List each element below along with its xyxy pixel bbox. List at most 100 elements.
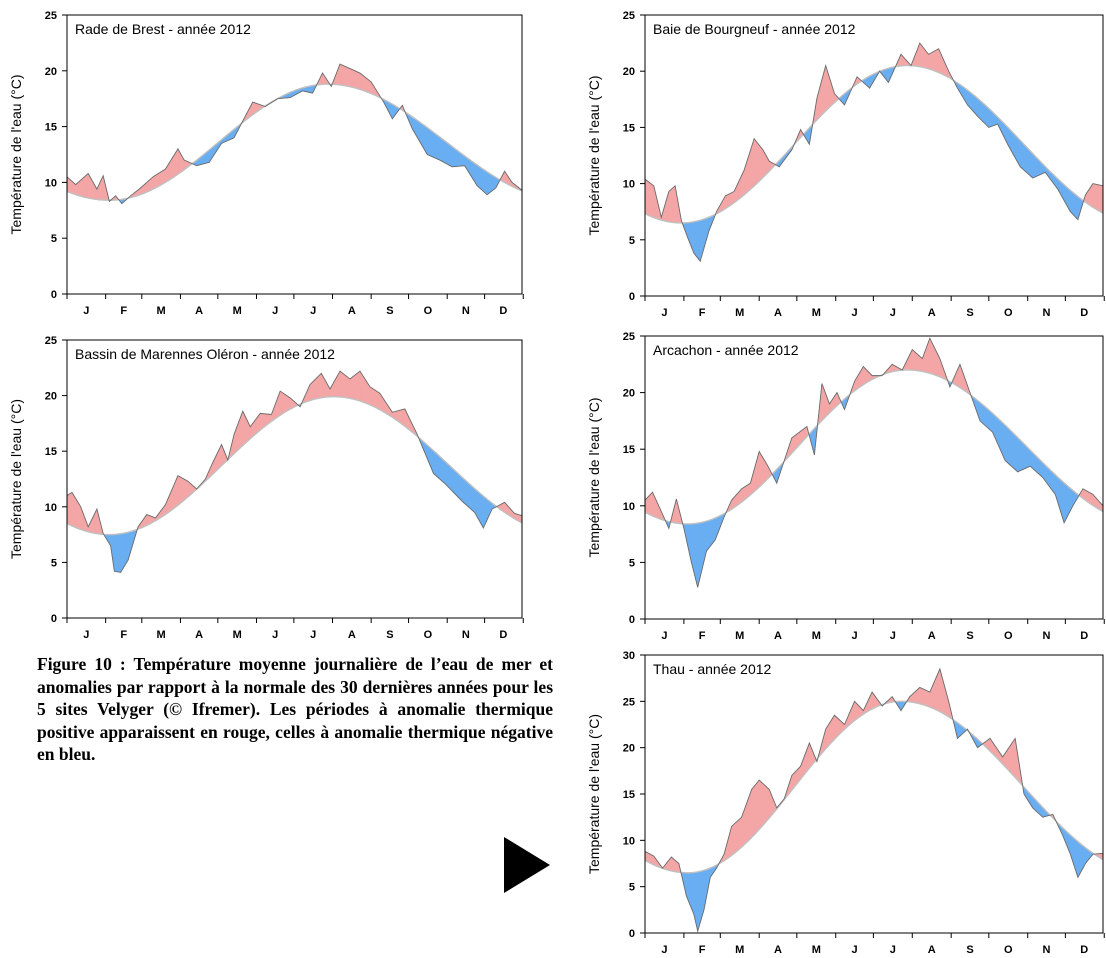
chart-thau: 0 5 10 15 20 25 30 J F M A M J J A S O N D Température de l… [586,650,1105,956]
month-label: N [462,305,470,317]
month-label: S [386,305,393,317]
y-tick-label: 25 [623,696,635,708]
chart-title: Baie de Bourgneuf - année 2012 [653,21,856,37]
month-label: A [928,307,936,319]
chart-title: Arcachon - année 2012 [653,342,799,358]
month-label: F [699,944,706,956]
normal-curve [644,700,1104,874]
observed-temperature-line [644,337,1104,588]
chart-title: Rade de Brest - année 2012 [75,21,251,37]
month-label: M [233,305,242,317]
y-tick-label: 0 [51,613,57,625]
month-label: A [774,944,782,956]
month-label: A [195,629,203,641]
month-label: D [499,305,507,317]
observed-temperature-line [644,42,1104,263]
y-tick-label: 25 [45,10,57,22]
month-label: O [424,305,433,317]
y-axis-label: Température de l'eau (°C) [8,399,24,559]
y-tick-label: 25 [45,335,57,347]
month-label: A [774,630,782,642]
month-label: J [890,630,896,642]
plot-frame [644,335,1104,620]
month-label: A [774,307,782,319]
normal-curve [66,396,523,536]
month-label: M [735,944,744,956]
month-label: J [272,629,278,641]
chart-bassin-de-marennes-oleron: 0 5 10 15 20 25 J F M A M J J A S O N D Température de l'e… [8,335,524,641]
month-label: J [851,630,857,642]
anomaly-areas [644,42,1104,263]
y-tick-label: 0 [629,291,635,303]
month-label: S [966,630,973,642]
month-label: J [310,305,316,317]
observed-temperature-line [644,667,1104,933]
month-label: N [1043,944,1051,956]
y-tick-label: 20 [45,391,57,403]
y-tick-label: 5 [629,235,635,247]
month-label: O [1004,307,1013,319]
chart-title: Bassin de Marennes Oléron - année 2012 [75,346,335,362]
month-label: A [348,629,356,641]
normal-curve [644,64,1104,224]
observed-temperature-line [66,63,523,205]
y-tick-label: 15 [623,789,635,801]
y-tick-label: 5 [51,557,57,569]
observed-temperature-line [66,370,523,573]
y-tick-label: 0 [629,928,635,940]
month-label: F [120,629,127,641]
y-tick-label: 15 [623,444,635,456]
y-tick-label: 0 [629,614,635,626]
month-label: N [1043,630,1051,642]
month-label: M [233,629,242,641]
y-tick-label: 10 [45,177,57,189]
month-label: D [1080,630,1088,642]
y-axis-label: Température de l'eau (°C) [586,397,602,557]
month-label: J [890,944,896,956]
y-tick-label: 15 [623,122,635,134]
month-label: M [812,307,821,319]
month-label: M [735,630,744,642]
normal-curve [644,369,1104,525]
month-label: F [120,305,127,317]
y-tick-label: 20 [623,66,635,78]
plot-frame [66,339,523,619]
y-tick-label: 10 [623,179,635,191]
month-label: J [310,629,316,641]
month-label: S [386,629,393,641]
month-label: A [928,944,936,956]
month-label: D [1080,944,1088,956]
month-label: J [661,630,667,642]
y-tick-label: 5 [629,557,635,569]
normal-curve [66,83,523,201]
y-tick-label: 0 [51,289,57,301]
y-tick-label: 25 [623,331,635,343]
month-label: M [157,305,166,317]
month-label: D [499,629,507,641]
month-label: M [735,307,744,319]
month-label: S [966,307,973,319]
anomaly-areas [66,63,523,205]
month-label: A [195,305,203,317]
chart-baie-de-bourgneuf: 0 5 10 15 20 25 J F M A M J J A S O N D Température de l'e… [586,10,1105,319]
y-tick-label: 20 [45,66,57,78]
y-tick-label: 25 [623,10,635,22]
y-tick-label: 15 [45,122,57,134]
y-tick-label: 20 [623,388,635,400]
month-label: O [424,629,433,641]
y-axis-label: Température de l'eau (°C) [586,714,602,874]
month-label: O [1004,944,1013,956]
right-arrow-icon [504,837,550,893]
y-tick-label: 10 [45,502,57,514]
month-label: J [83,305,89,317]
month-label: J [851,944,857,956]
month-label: O [1004,630,1013,642]
y-tick-label: 15 [45,446,57,458]
y-tick-label: 10 [623,501,635,513]
y-tick-label: 5 [51,233,57,245]
y-tick-label: 10 [623,835,635,847]
month-label: F [699,630,706,642]
month-label: S [966,944,973,956]
month-label: M [812,630,821,642]
chart-rade-de-brest: 0 5 10 15 20 25 J F M A M J J A S O N D Température de l'e… [8,10,524,317]
